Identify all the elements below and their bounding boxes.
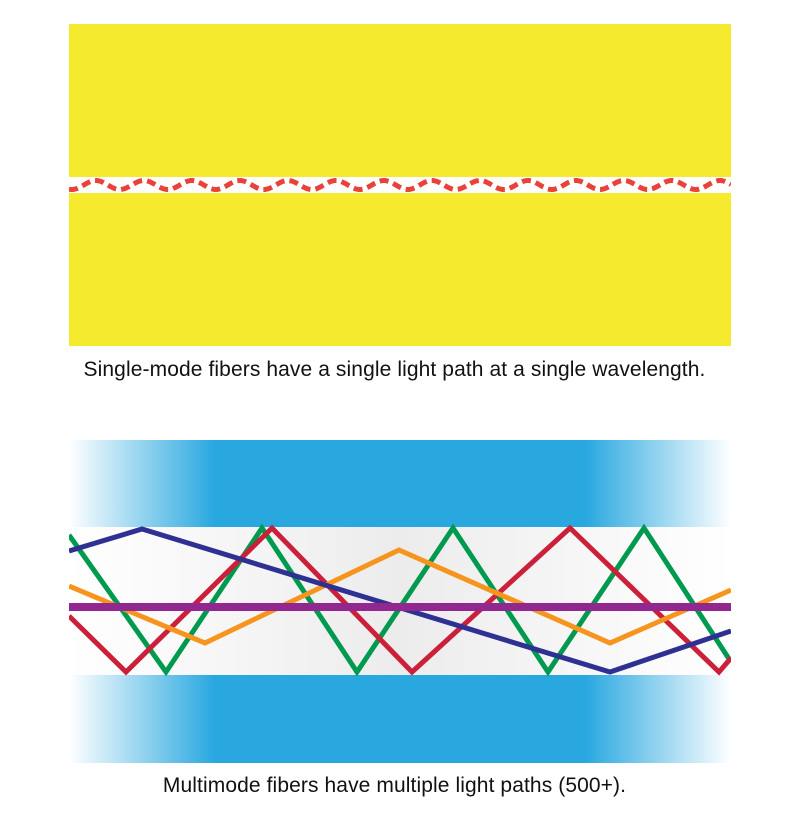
multimode-light-path-orange xyxy=(69,547,731,646)
multimode-fiber-diagram xyxy=(69,440,731,763)
multimode-light-path-navy xyxy=(69,526,731,675)
multimode-light-path-green xyxy=(69,523,731,677)
multimode-light-path-red xyxy=(69,524,731,676)
single-mode-fiber-diagram xyxy=(69,24,731,346)
single-mode-cladding-top xyxy=(69,24,731,177)
single-mode-light-path xyxy=(69,178,731,192)
multimode-caption: Multimode fibers have multiple light pat… xyxy=(162,774,627,797)
single-mode-fiber-svg xyxy=(69,24,731,346)
single-mode-cladding-bottom xyxy=(69,193,731,346)
multimode-fiber-svg xyxy=(69,440,731,763)
multimode-cladding-bottom xyxy=(69,675,731,763)
single-mode-caption: Single-mode fibers have a single light p… xyxy=(83,358,706,381)
multimode-cladding-top xyxy=(69,440,731,527)
